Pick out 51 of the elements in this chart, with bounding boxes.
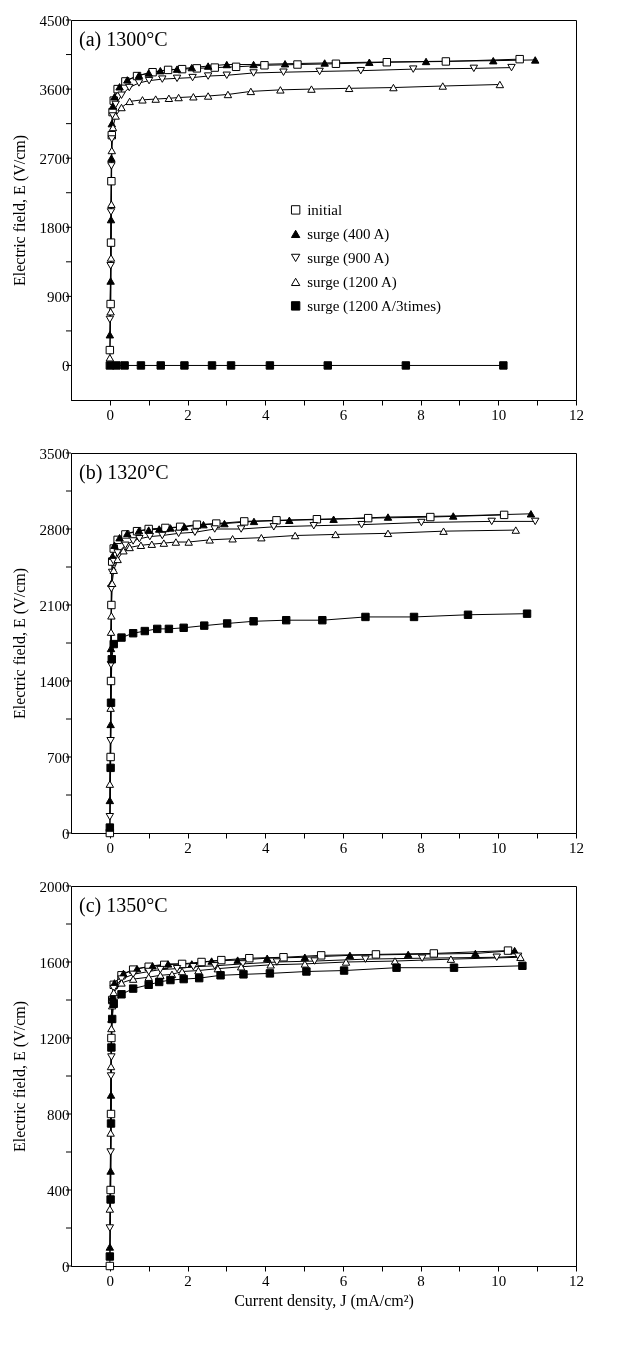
x-tick-label: 0 xyxy=(106,1272,115,1289)
y-tick-label: 400 xyxy=(47,1182,70,1199)
y-tick-label: 1200 xyxy=(39,1030,70,1047)
y-tick-label: 0 xyxy=(62,1258,70,1275)
y-tick-label: 3500 xyxy=(39,445,70,462)
legend-label: surge (400 A) xyxy=(307,225,390,243)
legend-label: initial xyxy=(307,201,343,218)
y-tick-label: 1600 xyxy=(39,954,70,971)
x-tick-label: 4 xyxy=(261,1272,270,1289)
y-tick-label: 2100 xyxy=(39,597,70,614)
y-tick-label: 3600 xyxy=(39,81,70,98)
y-tick-label: 1800 xyxy=(39,219,70,236)
x-tick-label: 6 xyxy=(339,1272,348,1289)
legend-label: surge (900 A) xyxy=(307,249,390,267)
legend-label: surge (1200 A) xyxy=(307,273,397,291)
y-tick-label: 1400 xyxy=(39,673,70,690)
x-tick-label: 0 xyxy=(106,406,115,423)
x-tick-label: 2 xyxy=(184,1272,192,1289)
legend-label: surge (1200 A/3times) xyxy=(307,297,442,315)
x-tick-label: 2 xyxy=(184,839,192,856)
x-tick-label: 10 xyxy=(491,1272,507,1289)
chart-title: (b) 1320°C xyxy=(79,461,169,484)
y-axis-title: Electric field, E (V/cm) xyxy=(10,567,29,720)
x-tick-label: 2 xyxy=(184,406,192,423)
y-tick-label: 0 xyxy=(62,357,70,374)
x-tick-label: 10 xyxy=(491,839,507,856)
x-tick-label: 4 xyxy=(261,839,270,856)
x-tick-label: 10 xyxy=(491,406,507,423)
x-tick-label: 0 xyxy=(106,839,115,856)
x-tick-label: 8 xyxy=(417,839,425,856)
y-tick-label: 900 xyxy=(47,288,70,305)
y-axis-title: Electric field, E (V/cm) xyxy=(10,134,29,287)
chart-title: (a) 1300°C xyxy=(79,28,168,51)
x-axis-title: Current density, J (mA/cm²) xyxy=(234,1291,414,1310)
x-tick-label: 6 xyxy=(339,839,348,856)
y-tick-label: 700 xyxy=(47,749,70,766)
y-tick-label: 2000 xyxy=(39,878,70,895)
x-tick-label: 12 xyxy=(569,839,584,856)
y-tick-label: 2700 xyxy=(39,150,70,167)
x-tick-label: 8 xyxy=(417,1272,425,1289)
x-tick-label: 8 xyxy=(417,406,425,423)
y-axis-title: Electric field, E (V/cm) xyxy=(10,1000,29,1153)
chart-title: (c) 1350°C xyxy=(79,894,168,917)
x-tick-label: 6 xyxy=(339,406,348,423)
y-tick-label: 0 xyxy=(62,825,70,842)
y-tick-label: 2800 xyxy=(39,521,70,538)
x-tick-label: 4 xyxy=(261,406,270,423)
y-tick-label: 4500 xyxy=(39,12,70,29)
x-tick-label: 12 xyxy=(569,406,584,423)
x-tick-label: 12 xyxy=(569,1272,584,1289)
y-tick-label: 800 xyxy=(47,1106,70,1123)
